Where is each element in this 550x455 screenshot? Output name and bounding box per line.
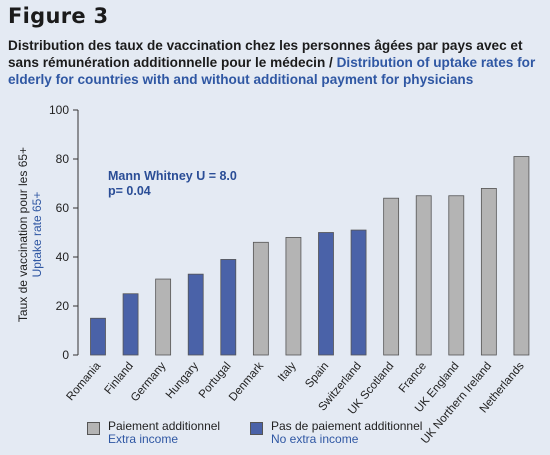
y-tick-label: 20 <box>56 299 70 313</box>
bar-finland <box>122 293 139 356</box>
x-tick-label: Germany <box>129 360 169 404</box>
stat-annotation: Mann Whitney U = 8.0 <box>108 169 237 183</box>
y-tick-label: 100 <box>49 103 69 117</box>
x-tick-label: Italy <box>276 360 299 384</box>
subtitle-english: Distribution of uptake rates for elderly… <box>8 55 536 87</box>
legend-swatch-no-extra-income <box>250 422 263 435</box>
y-tick-label: 80 <box>56 152 70 166</box>
legend-item-no-extra-income: Pas de paiement additionnel No extra inc… <box>250 420 422 446</box>
subtitle-french: Distribution des taux de vaccination che… <box>8 38 523 70</box>
y-axis-title-fr: Taux de vaccination pour les 65+ <box>16 147 30 322</box>
bar-uk-england <box>448 195 465 356</box>
bar-france <box>415 195 432 356</box>
bar-hungary <box>187 273 204 356</box>
y-tick-label: 40 <box>56 250 70 264</box>
figure-title: Figure 3 <box>8 4 109 28</box>
legend-label-fr: Pas de paiement additionnel <box>271 419 423 433</box>
legend-swatch-extra-income <box>87 422 100 435</box>
bar-uk-northern-ireland <box>480 187 497 356</box>
y-axis-title-en: Uptake rate 65+ <box>30 192 44 278</box>
bar-germany <box>155 278 172 356</box>
x-tick-label: Romania <box>65 360 104 403</box>
y-tick-label: 60 <box>56 201 70 215</box>
legend-label-fr: Paiement additionnel <box>108 419 221 433</box>
chart-subtitle: Distribution des taux de vaccination che… <box>8 37 544 88</box>
x-tick-label: Hungary <box>164 360 201 401</box>
bar-portugal <box>220 259 237 356</box>
x-tick-label: Denmark <box>227 360 266 404</box>
x-tick-label: Finland <box>102 360 135 397</box>
bar-switzerland <box>350 229 367 356</box>
stat-annotation: p= 0.04 <box>108 184 151 198</box>
bar-denmark <box>252 241 269 356</box>
legend-label-en: No extra income <box>271 432 359 446</box>
legend-item-extra-income: Paiement additionnel Extra income <box>87 420 220 446</box>
bar-netherlands <box>513 156 530 356</box>
x-tick-label: France <box>397 360 429 395</box>
bar-spain <box>318 232 334 356</box>
x-tick-label: Spain <box>303 360 331 390</box>
bar-italy <box>285 236 302 356</box>
legend-label-en: Extra income <box>108 432 179 446</box>
bar-romania <box>90 317 106 356</box>
bar-uk-scotland <box>383 197 400 356</box>
y-tick-label: 0 <box>62 348 69 362</box>
